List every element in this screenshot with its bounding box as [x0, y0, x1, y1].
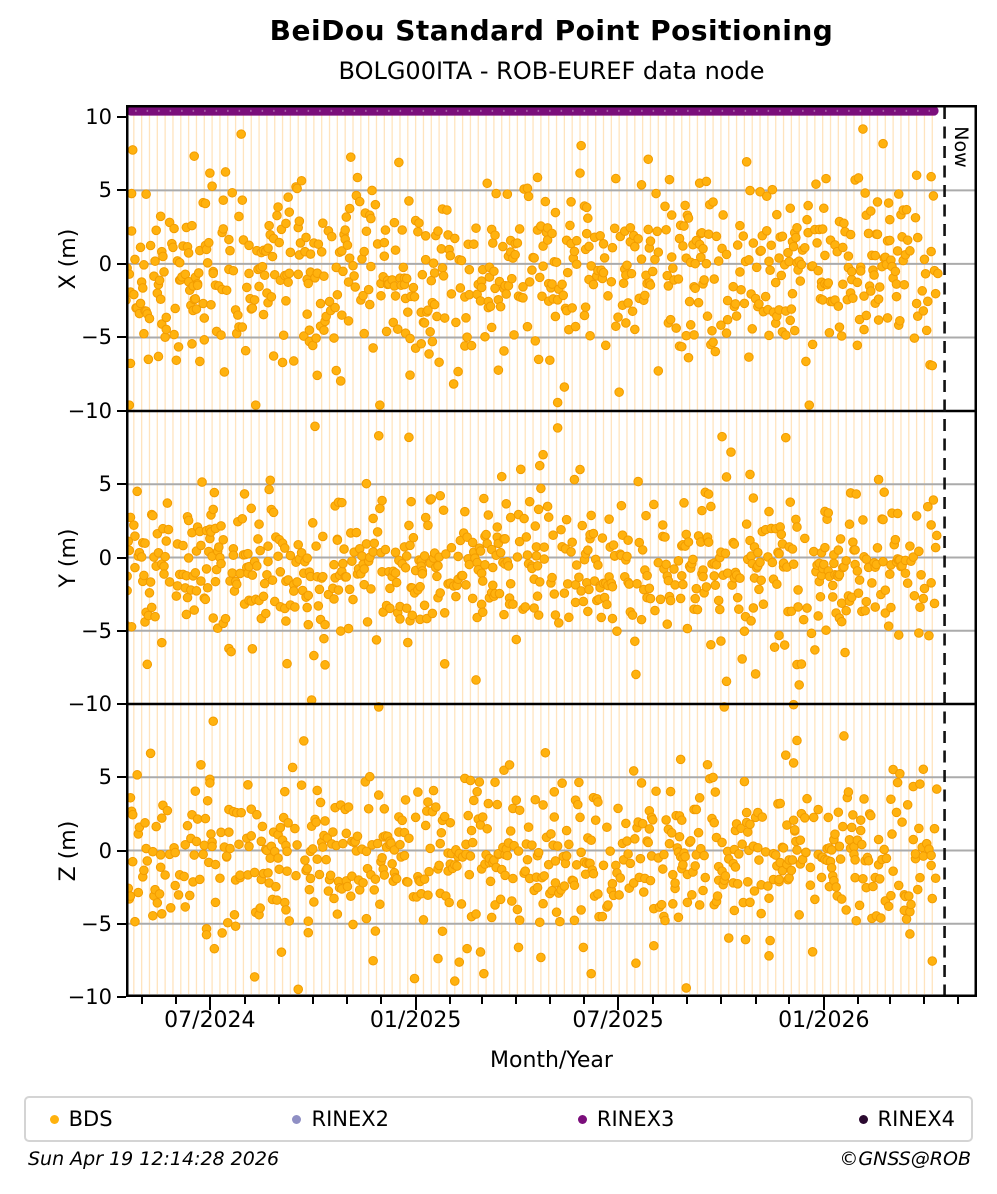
plot-area: [126, 105, 977, 997]
x-minor-tick: [754, 997, 757, 1004]
x-minor-tick: [278, 997, 281, 1004]
x-tick-label: 07/2025: [572, 1008, 664, 1033]
y-tick-label: 0: [98, 251, 112, 276]
y-tick-label: 0: [98, 545, 112, 570]
y-tick: [117, 776, 126, 779]
x-minor-tick: [888, 997, 891, 1004]
footer-copyright: ©GNSS@ROB: [839, 1148, 971, 1170]
legend-item-rinex3: RINEX3: [577, 1098, 675, 1140]
rinex3-dot-icon: [577, 1114, 587, 1124]
y-tick-label: 5: [98, 472, 112, 497]
y-tick-label: −5: [81, 325, 112, 350]
y-tick: [117, 115, 126, 118]
x-minor-tick: [651, 997, 654, 1004]
legend-label: RINEX4: [877, 1107, 956, 1131]
x-minor-tick: [243, 997, 246, 1004]
bds-dot-icon: [49, 1114, 59, 1124]
y-tick-label: −5: [81, 618, 112, 643]
x-minor-tick: [140, 997, 143, 1004]
x-axis-label: Month/Year: [490, 1048, 613, 1073]
x-tick-label: 01/2025: [369, 1008, 462, 1033]
y-tick-label: 5: [98, 178, 112, 203]
legend-label: RINEX2: [311, 1107, 389, 1131]
legend-item-bds: BDS: [49, 1098, 113, 1140]
y-tick: [117, 629, 126, 632]
x-minor-tick: [686, 997, 689, 1004]
y-tick: [117, 483, 126, 486]
y-tick-label: 5: [98, 765, 112, 790]
chart-subtitle: BOLG00ITA - ROB-EUREF data node: [338, 57, 765, 85]
x-minor-tick: [923, 997, 926, 1004]
x-minor-tick: [480, 997, 483, 1004]
footer-timestamp: Sun Apr 19 12:14:28 2026: [28, 1148, 280, 1170]
x-minor-tick: [956, 997, 959, 1004]
now-label: Now: [950, 126, 972, 168]
bds-scatter-y: [126, 421, 942, 712]
y-tick-label: −10: [67, 692, 112, 716]
bds-scatter-x: [126, 124, 943, 410]
legend-item-rinex2: RINEX2: [292, 1098, 389, 1140]
y-tick: [117, 189, 126, 192]
x-minor-tick: [449, 997, 452, 1004]
y-tick: [117, 922, 126, 925]
x-major-tick: [414, 997, 417, 1010]
x-tick-label: 07/2024: [164, 1008, 256, 1033]
bds-scatter-z: [126, 716, 942, 995]
x-minor-tick: [719, 997, 722, 1004]
y-tick: [117, 410, 126, 412]
x-minor-tick: [548, 997, 551, 1004]
y-tick: [117, 703, 126, 705]
x-major-tick: [822, 997, 825, 1010]
legend: BDS RINEX2 RINEX3 RINEX4: [24, 1096, 973, 1142]
y-tick-label: −10: [67, 985, 112, 1009]
legend-label: BDS: [68, 1107, 113, 1131]
x-minor-tick: [515, 997, 518, 1004]
y-tick-label: −10: [67, 399, 112, 423]
x-minor-tick: [583, 997, 586, 1004]
x-tick-label: 01/2026: [778, 1008, 870, 1033]
y-tick: [117, 262, 126, 265]
x-minor-tick: [857, 997, 860, 1004]
y-tick-label: 0: [98, 838, 112, 863]
x-major-tick: [208, 997, 211, 1010]
x-major-tick: [617, 997, 620, 1010]
legend-label: RINEX3: [596, 1107, 675, 1131]
y-tick: [117, 849, 126, 852]
x-minor-tick: [175, 997, 178, 1004]
y-tick-label: −5: [81, 911, 112, 936]
y-tick: [117, 996, 126, 998]
y-tick-label: 10: [85, 104, 112, 129]
legend-item-rinex4: RINEX4: [858, 1098, 956, 1140]
x-minor-tick: [311, 997, 314, 1004]
rinex2-dot-icon: [292, 1114, 302, 1124]
rinex4-dot-icon: [858, 1114, 868, 1124]
y-tick: [117, 556, 126, 559]
x-minor-tick: [379, 997, 382, 1004]
y-tick: [117, 336, 126, 339]
chart-title: BeiDou Standard Point Positioning: [269, 14, 834, 47]
x-minor-tick: [788, 997, 791, 1004]
x-minor-tick: [346, 997, 349, 1004]
